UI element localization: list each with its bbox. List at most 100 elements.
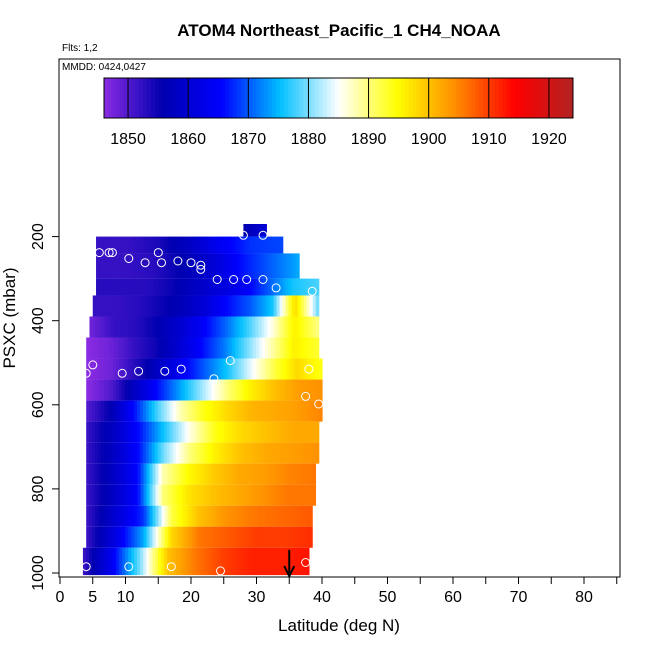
heatmap-cell (209, 547, 214, 576)
heatmap-cell (262, 337, 266, 359)
heatmap-cell (116, 253, 121, 279)
heatmap-cell (260, 505, 265, 527)
heatmap-cell (180, 236, 184, 254)
heatmap-cell (135, 278, 139, 296)
heatmap-cell (268, 400, 272, 422)
heatmap-cell (303, 295, 308, 317)
heatmap-cell (241, 379, 245, 401)
heatmap-cell (260, 547, 265, 576)
heatmap-cell (312, 421, 317, 443)
heatmap-cell (285, 421, 290, 443)
heatmap-cell (205, 358, 210, 380)
heatmap-cell (207, 236, 212, 254)
heatmap-cell (217, 337, 221, 359)
heatmap-cell (140, 316, 145, 338)
heatmap-cell (207, 278, 211, 296)
heatmap-cell (264, 295, 269, 317)
heatmap-cell (309, 295, 314, 317)
heatmap-cell (211, 358, 216, 380)
heatmap-cell (89, 421, 93, 443)
heatmap-cell (142, 337, 147, 359)
heatmap-cell (193, 379, 198, 401)
heatmap-cell (195, 316, 199, 338)
heatmap-cell (161, 484, 166, 506)
colorbar-segment (197, 78, 203, 118)
heatmap-cell (238, 421, 242, 443)
heatmap-cell (265, 337, 269, 359)
heatmap-cell (310, 400, 314, 422)
heatmap-cell (257, 547, 262, 576)
heatmap-cell (223, 379, 228, 401)
heatmap-cell (259, 421, 263, 443)
observation-point (212, 275, 222, 284)
heatmap-cell (270, 463, 274, 485)
colorbar-segment (326, 78, 332, 118)
heatmap-cell (240, 463, 244, 485)
observation-point (307, 286, 317, 296)
heatmap-cell (125, 316, 130, 338)
heatmap-cell (194, 505, 199, 527)
heatmap-cell (208, 337, 212, 359)
heatmap-cell (266, 505, 271, 527)
heatmap-cell (208, 379, 213, 401)
heatmap-cell (130, 379, 135, 401)
heatmap-cell (173, 253, 178, 279)
heatmap-cell (300, 295, 305, 317)
heatmap-cell (147, 278, 151, 296)
heatmap-cell (266, 547, 271, 576)
heatmap-cell (138, 278, 142, 296)
colorbar-segment (361, 78, 367, 118)
heatmap-cell (161, 505, 166, 527)
heatmap-cell (193, 358, 198, 380)
heatmap-cell (301, 400, 305, 422)
heatmap-cell (182, 316, 187, 338)
heatmap-cell (263, 253, 267, 279)
heatmap-cell (297, 337, 302, 359)
heatmap-cell (276, 337, 281, 359)
heatmap-cell (152, 316, 157, 338)
heatmap-cell (214, 358, 219, 380)
colorbar-tick-label: 1850 (110, 131, 146, 148)
heatmap-cell (286, 358, 290, 380)
heatmap-cell (294, 484, 298, 506)
heatmap-cell (276, 421, 281, 443)
heatmap-cell (303, 442, 308, 464)
heatmap-cell (309, 421, 314, 443)
heatmap-cell (96, 236, 100, 254)
heatmap-cell (164, 505, 169, 527)
heatmap-cell (256, 379, 260, 401)
heatmap-cell (92, 526, 96, 548)
heatmap-cell (288, 295, 293, 317)
heatmap-cell (189, 316, 193, 338)
heatmap-cell (124, 442, 129, 464)
heatmap-cell (276, 295, 281, 317)
heatmap-cell (261, 316, 266, 338)
observation-point (81, 562, 91, 572)
heatmap-cell (201, 236, 206, 254)
heatmap-cell (107, 547, 111, 576)
heatmap-cell (110, 421, 114, 443)
colorbar-segment (268, 78, 273, 118)
heatmap-cell (275, 253, 279, 279)
heatmap-cell (223, 358, 228, 380)
heatmap-cell (250, 442, 254, 464)
heatmap-cell (253, 421, 257, 443)
heatmap-cell (291, 421, 296, 443)
heatmap-cell (98, 463, 102, 485)
heatmap-cell (213, 236, 218, 254)
heatmap-cell (183, 295, 187, 317)
heatmap-cell (226, 337, 230, 359)
heatmap-cell (230, 484, 235, 506)
heatmap-cell (148, 379, 153, 401)
heatmap-cell (183, 236, 187, 254)
heatmap-cell (304, 358, 308, 380)
heatmap-cell (256, 442, 260, 464)
heatmap-cell (184, 421, 189, 443)
heatmap-cell (188, 505, 193, 527)
heatmap-cell (86, 442, 90, 464)
colorbar-segment (436, 78, 441, 118)
heatmap-cell (143, 463, 148, 485)
heatmap-cell (200, 505, 205, 527)
heatmap-cell (82, 547, 87, 576)
heatmap-cell (184, 400, 189, 422)
